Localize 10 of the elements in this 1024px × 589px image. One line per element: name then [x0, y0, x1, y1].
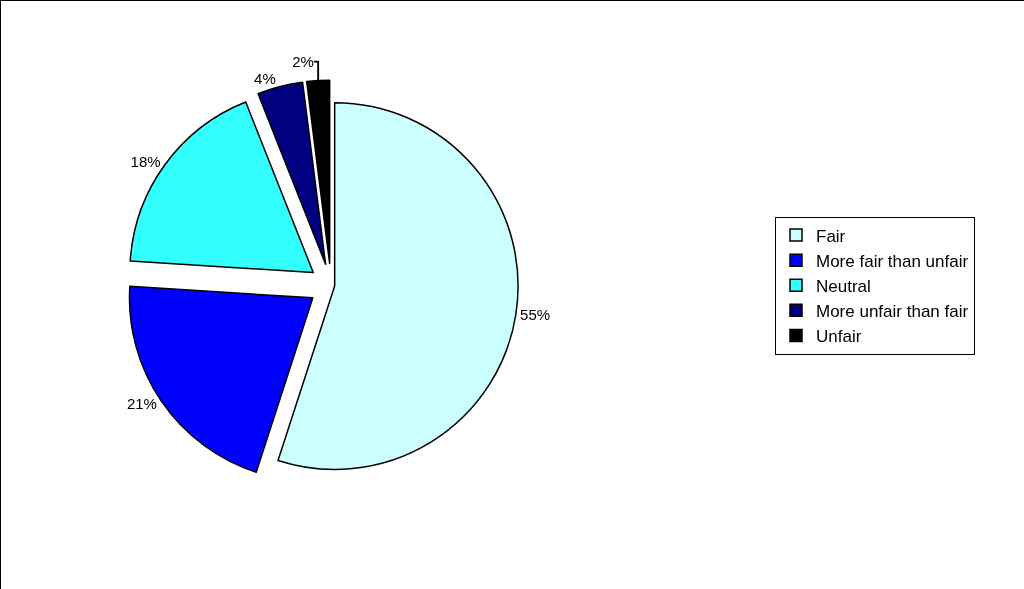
- legend-label: Neutral: [816, 276, 871, 296]
- legend-label: Unfair: [816, 327, 862, 347]
- data-label: 55%: [520, 306, 551, 324]
- data-label: 18%: [130, 153, 161, 171]
- legend-label: More unfair than fair: [816, 301, 969, 321]
- data-label: 4%: [254, 70, 276, 88]
- data-label: 21%: [126, 395, 157, 413]
- legend-label: More fair than unfair: [816, 251, 969, 271]
- data-label: 2%: [292, 53, 314, 71]
- legend-label: Fair: [816, 226, 846, 246]
